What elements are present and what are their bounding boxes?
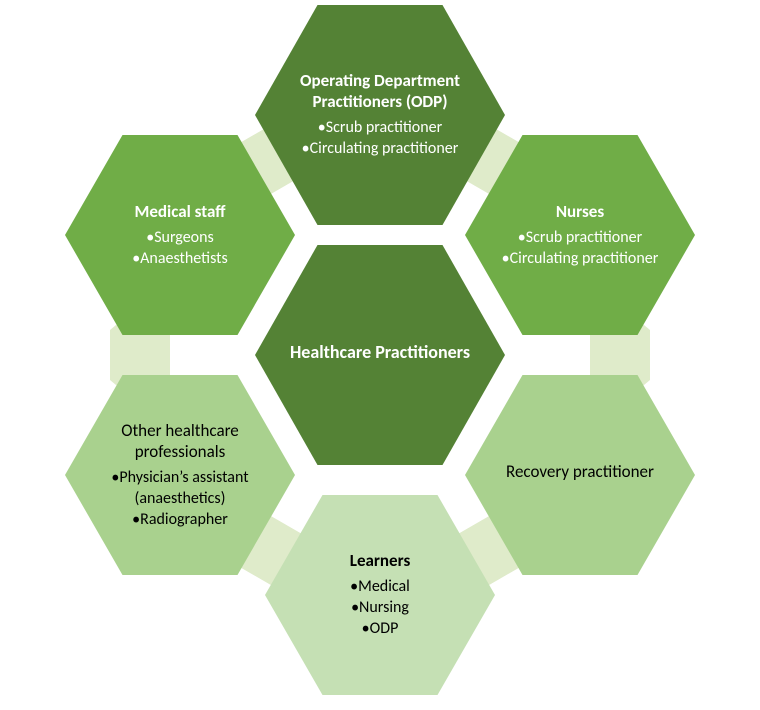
hex-title: Other healthcare professionals <box>93 420 267 463</box>
hex-item: •Anaesthetists <box>132 249 228 270</box>
hex-item: •Medical <box>350 577 410 598</box>
hex-item: •Surgeons <box>146 228 214 249</box>
hex-title: Healthcare Practitioners <box>290 341 470 364</box>
hex-title: Learners <box>350 550 410 571</box>
hex-item: •ODP <box>362 619 399 640</box>
hex-learners: Learners •Medical•Nursing•ODP <box>265 495 495 695</box>
hex-title: Operating Department Practitioners (ODP) <box>283 70 477 113</box>
hex-title: Nurses <box>556 201 604 222</box>
hex-item: •Scrub practitioner <box>518 228 642 249</box>
hex-title: Medical staff <box>135 201 226 222</box>
hex-item: •Circulating practitioner <box>302 139 459 160</box>
hex-odp: Operating Department Practitioners (ODP)… <box>255 5 505 225</box>
hex-item: •Scrub practitioner <box>318 118 442 139</box>
hex-item: •Circulating practitioner <box>502 249 659 270</box>
hex-item: •Physician’s assistant (anaesthetics) <box>93 468 267 510</box>
hex-title: Recovery practitioner <box>506 461 654 482</box>
hex-item: •Nursing <box>351 598 409 619</box>
hex-item: •Radiographer <box>132 510 228 531</box>
hex-center: Healthcare Practitioners <box>255 245 505 465</box>
